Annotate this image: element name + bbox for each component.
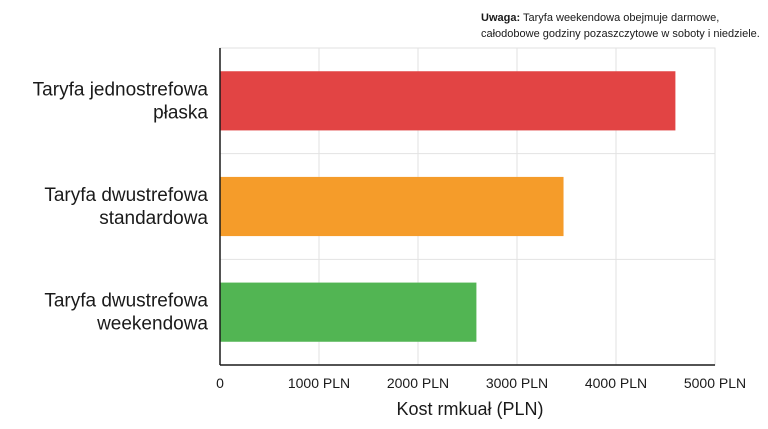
labels: Taryfa jednostrefowa płaska Taryfa dwustre… xyxy=(33,79,746,419)
note-label: Uwaga: xyxy=(481,12,521,24)
category-label: Taryfa dwustrefowa standardowa xyxy=(44,185,208,229)
x-tick-label: 1000 PLN xyxy=(288,375,350,391)
bar xyxy=(220,282,477,342)
category-label: Taryfa dwustrefowa weekendowa xyxy=(44,291,208,335)
category-label-line: Taryfa dwustrefowa xyxy=(44,291,208,312)
x-tick-label: 4000 PLN xyxy=(585,375,647,391)
x-tick-label: 0 xyxy=(216,375,224,391)
x-tick-label: 3000 PLN xyxy=(486,375,548,391)
axes xyxy=(219,48,715,366)
category-label-line: weekendowa xyxy=(96,314,208,335)
chart-note: Uwaga: Taryfa weekendowa obejmuje darmow… xyxy=(481,10,761,42)
x-tick-label: 5000 PLN xyxy=(684,375,746,391)
note-text: Taryfa weekendowa obejmuje darmowe, cało… xyxy=(481,12,760,40)
x-axis-title: Kost rmkuał (PLN) xyxy=(396,399,543,419)
bars xyxy=(220,71,676,342)
category-label-line: Taryfa jednostrefowa xyxy=(33,79,209,100)
bar xyxy=(220,176,564,237)
category-label-line: standardowa xyxy=(99,208,208,229)
category-label: Taryfa jednostrefowa płaska xyxy=(33,79,209,123)
bar xyxy=(220,71,676,131)
x-tick-label: 2000 PLN xyxy=(387,375,449,391)
category-label-line: Taryfa dwustrefowa xyxy=(44,185,208,206)
category-label-line: płaska xyxy=(153,102,208,123)
